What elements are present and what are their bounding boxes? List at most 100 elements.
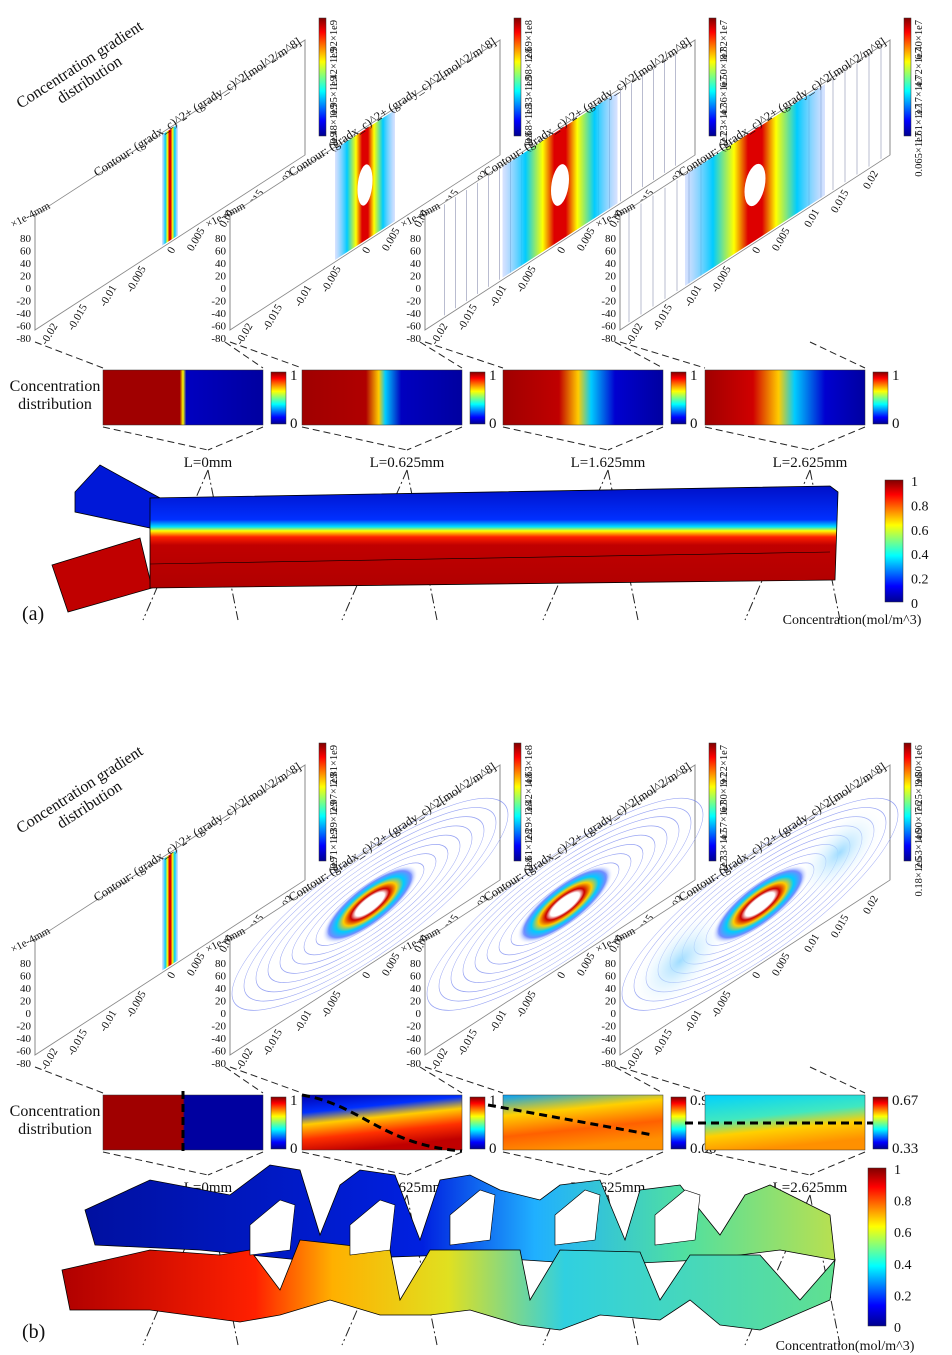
strip-min-label: 0.33: [892, 1141, 918, 1157]
colorbar-tick-label: 0: [894, 1321, 901, 1336]
y-tick-label: 20: [605, 271, 617, 283]
connector: [810, 427, 865, 450]
y-tick-label: 0: [611, 1008, 617, 1020]
connector: [810, 1152, 865, 1175]
y-tick-label: -20: [406, 1021, 421, 1033]
y-tick-label: -20: [211, 296, 226, 308]
x-tick-label: 0: [750, 245, 763, 256]
y-tick-label: 60: [410, 246, 422, 258]
connector: [425, 342, 503, 368]
connector: [705, 427, 810, 450]
channel: [150, 486, 838, 588]
y-tick-label: -40: [406, 1033, 421, 1045]
y-tick-label: -40: [16, 1033, 31, 1045]
y-tick-label: 80: [20, 958, 32, 970]
concentration-label: Concentration distribution: [5, 378, 105, 414]
connector: [302, 1152, 407, 1175]
y-tick-label: -20: [211, 1021, 226, 1033]
y-tick-label: -60: [601, 1046, 616, 1058]
y-tick-label: 40: [605, 258, 617, 270]
x-tick-label: 0: [555, 970, 568, 981]
connector: [230, 1067, 302, 1093]
position-label: L=2.625mm: [773, 455, 848, 471]
y-tick-label: -40: [406, 308, 421, 320]
y-tick-label: 80: [410, 958, 422, 970]
strip-min-label: 0: [290, 1141, 298, 1157]
strip-max-label: 0.67: [892, 1093, 919, 1109]
gradient-band: [162, 849, 178, 970]
inlet-bottom: [52, 538, 152, 612]
y-tick-label: 60: [20, 971, 32, 983]
y-tick-label: 0: [26, 1008, 32, 1020]
y-tick-label: 60: [605, 246, 617, 258]
y-tick-label: -60: [16, 1046, 31, 1058]
strip-max-label: 1: [290, 1093, 298, 1109]
colorbar-tick-label: 1: [894, 1163, 901, 1178]
connector: [302, 427, 407, 450]
connector: [425, 1067, 503, 1093]
y-tick-label: -20: [406, 296, 421, 308]
y-tick-label: -40: [601, 308, 616, 320]
x-tick-label: 0: [165, 970, 178, 981]
y-tick-label: -60: [406, 1046, 421, 1058]
y-tick-label: -60: [406, 321, 421, 333]
x-tick-label: 0: [750, 970, 763, 981]
connector: [503, 427, 608, 450]
y-tick-label: -20: [16, 296, 31, 308]
y-tick-label: -80: [601, 333, 616, 345]
position-label: L=0mm: [184, 455, 233, 471]
colorbar-title: Concentration(mol/m^3): [776, 1339, 915, 1354]
concentration-strip: [302, 1095, 462, 1150]
concentration-colorbar: [868, 1168, 886, 1326]
y-tick-label: -40: [601, 1033, 616, 1045]
y-tick-label: 0: [221, 283, 227, 295]
strip-colorbar: [271, 1097, 286, 1149]
x-tick-label: 0: [165, 245, 178, 256]
connector: [407, 427, 462, 450]
contour-colorbar: [514, 743, 521, 861]
y-tick-label: 60: [215, 971, 227, 983]
y-tick-label: -80: [16, 1058, 31, 1070]
y-tick-label: 20: [410, 996, 422, 1008]
strip-min-label: 0: [489, 1141, 497, 1157]
strip-max-label: 1: [290, 368, 298, 384]
y-tick-label: -20: [601, 296, 616, 308]
connector: [615, 342, 663, 368]
y-tick-label: -20: [16, 1021, 31, 1033]
y-tick-label: -80: [16, 333, 31, 345]
y-tick-label: -40: [211, 1033, 226, 1045]
y-tick-label: 80: [215, 958, 227, 970]
gradient-band: [162, 124, 178, 245]
strip-colorbar: [271, 372, 286, 424]
colorbar-title: Concentration(mol/m^3): [783, 613, 922, 628]
colorbar-tick-label: 0.8: [911, 499, 929, 514]
contour-colorbar: [514, 18, 521, 136]
strip-max-label: 1: [489, 368, 497, 384]
contour-colorbar: [904, 743, 911, 861]
panel-label: (a): [22, 603, 44, 625]
colorbar-tick-label: 0.2: [911, 573, 929, 588]
x-tick-label: 0: [360, 245, 373, 256]
y-tick-label: 80: [215, 233, 227, 245]
figure-canvas: Contour: (gradx_c)^2+ (grady_c)^2[mol^2/…: [0, 0, 952, 1355]
position-label: L=1.625mm: [571, 455, 646, 471]
y-tick-label: 40: [605, 983, 617, 995]
y-tick-label: -20: [601, 1021, 616, 1033]
strip-min-label: 0: [489, 416, 497, 432]
colorbar-tick-label: 0.065×1e7: [914, 132, 925, 177]
connector: [810, 342, 865, 368]
y-tick-label: -40: [211, 308, 226, 320]
contour-colorbar: [709, 18, 716, 136]
y-tick-label: -60: [16, 321, 31, 333]
strip-max-label: 1: [690, 368, 698, 384]
strip-min-label: 0: [290, 416, 298, 432]
y-tick-label: 80: [605, 233, 617, 245]
y-tick-label: 20: [20, 271, 32, 283]
y-tick-label: -80: [406, 1058, 421, 1070]
y-tick-label: 80: [605, 958, 617, 970]
contour-colorbar: [319, 743, 326, 861]
contour-colorbar: [319, 18, 326, 136]
y-tick-label: 60: [605, 971, 617, 983]
y-tick-label: -60: [211, 1046, 226, 1058]
x-tick-label: 0: [360, 970, 373, 981]
